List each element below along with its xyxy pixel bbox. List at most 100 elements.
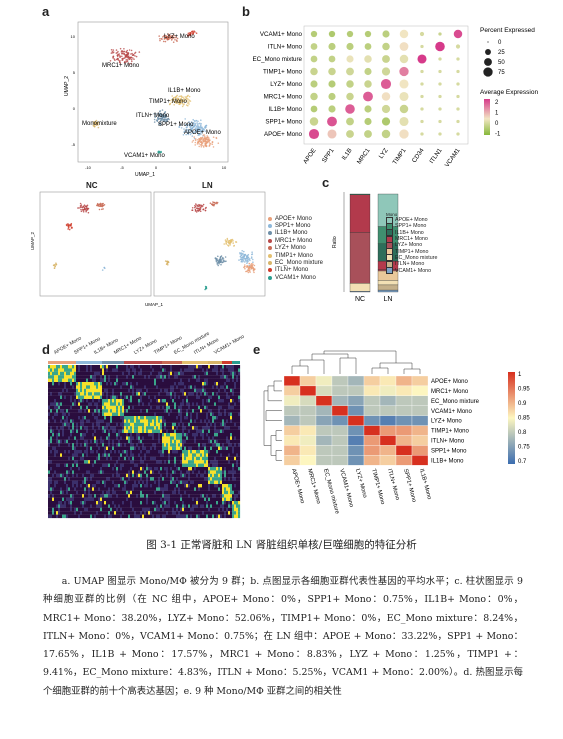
- heatmap-cell: [126, 477, 129, 481]
- heatmap-cell: [212, 412, 215, 417]
- heatmap-cell: [100, 446, 103, 451]
- heatmap-cell: [174, 453, 177, 457]
- heatmap-cell: [204, 412, 207, 417]
- heatmap-cell: [90, 368, 93, 372]
- heatmap-cell: [152, 365, 155, 369]
- heatmap-cell: [144, 450, 147, 454]
- heatmap-cell: [152, 416, 155, 420]
- heatmap-cell: [132, 480, 135, 485]
- heatmap-cell: [66, 470, 69, 474]
- heatmap-cell: [202, 453, 205, 457]
- split-umap-point: [235, 241, 237, 243]
- heatmap-cluster-bar: [208, 361, 222, 364]
- heatmap-cell: [200, 368, 203, 372]
- heatmap-cell: [84, 470, 87, 474]
- heatmap-cell: [218, 378, 221, 383]
- heatmap-cell: [232, 385, 235, 389]
- heatmap-cell: [232, 484, 235, 488]
- stacked-bar-segment: [377, 280, 399, 286]
- heatmap-cell: [134, 473, 137, 478]
- heatmap-cell: [224, 436, 227, 440]
- heatmap-cell: [112, 456, 115, 461]
- heatmap-cell: [60, 453, 63, 457]
- heatmap-cell: [70, 365, 73, 369]
- heatmap-cell: [82, 443, 85, 447]
- umap-point: [191, 31, 193, 33]
- dotplot-dot: [438, 32, 442, 36]
- heatmap-cell: [86, 463, 89, 468]
- heatmap-cell: [94, 419, 97, 423]
- heatmap-cell: [186, 433, 189, 437]
- heatmap-cell: [66, 460, 69, 464]
- heatmap-cell: [146, 385, 149, 389]
- heatmap-cell: [216, 450, 219, 454]
- heatmap-cell: [76, 395, 79, 400]
- heatmap-cell: [134, 395, 137, 400]
- heatmap-cell: [102, 365, 105, 369]
- heatmap-cell: [60, 487, 63, 491]
- umap-point: [186, 126, 188, 128]
- heatmap-cell: [212, 402, 215, 406]
- heatmap-cell: [140, 419, 143, 423]
- heatmap-cell: [134, 375, 137, 379]
- heatmap-cell: [172, 371, 175, 376]
- heatmap-cell: [100, 453, 103, 457]
- split-legend-label: VCAM1+ Mono: [275, 274, 316, 281]
- heatmap-cell: [238, 426, 241, 430]
- heatmap-cell: [72, 446, 75, 451]
- heatmap-cell: [128, 487, 131, 491]
- heatmap-cell: [50, 405, 53, 410]
- heatmap-cell: [198, 429, 201, 434]
- heatmap-cell: [64, 375, 67, 379]
- split-xlabel: UMAP_1: [145, 302, 164, 307]
- heatmap-cell: [112, 422, 115, 427]
- heatmap-cell: [238, 460, 241, 464]
- heatmap-cell: [132, 395, 135, 400]
- split-ylabel: UMAP_2: [30, 231, 35, 250]
- heatmap-cell: [106, 365, 109, 369]
- split-umap-point: [226, 239, 229, 241]
- heatmap-cell: [144, 368, 147, 372]
- heatmap-cell: [130, 371, 133, 376]
- heatmap-cell: [58, 463, 61, 468]
- dotplot-dot: [417, 54, 427, 64]
- heatmap-cell: [218, 487, 221, 491]
- heatmap-cell: [220, 470, 223, 474]
- umap-ytick: -5: [71, 142, 75, 147]
- heatmap-cell: [86, 450, 89, 454]
- heatmap-cell: [48, 487, 51, 491]
- heatmap-cell: [148, 446, 151, 451]
- heatmap-cell: [156, 409, 159, 413]
- heatmap-cell: [86, 456, 89, 461]
- heatmap-cell: [142, 388, 145, 393]
- heatmap-cell: [78, 470, 81, 474]
- heatmap-cell: [66, 385, 69, 389]
- heatmap-cell: [112, 453, 115, 457]
- heatmap-cell: [52, 494, 55, 498]
- heatmap-cell: [198, 409, 201, 413]
- heatmap-cell: [52, 484, 55, 488]
- heatmap-cell: [160, 419, 163, 423]
- heatmap-cell: [154, 487, 157, 491]
- heatmap-cell: [136, 429, 139, 434]
- heatmap-cell: [70, 409, 73, 413]
- heatmap-cell: [60, 416, 63, 420]
- bar-legend: Mono APOE+ Mono SPP1+ Mono IL1B+ Mono MRC1+ …: [386, 212, 437, 275]
- heatmap-cell: [86, 405, 89, 410]
- heatmap-cell: [210, 409, 213, 413]
- heatmap-cell: [182, 487, 185, 491]
- heatmap-cell: [104, 467, 107, 471]
- heatmap-cell: [130, 368, 133, 372]
- heatmap-cell: [158, 388, 161, 393]
- split-umap-point: [246, 262, 248, 264]
- heatmap-cell: [114, 490, 117, 495]
- heatmap-cell: [90, 365, 93, 369]
- heatmap-cell: [190, 480, 193, 485]
- heatmap-cell: [66, 422, 69, 427]
- heatmap-cell: [92, 436, 95, 440]
- heatmap-cell: [134, 382, 137, 386]
- heatmap-cell: [102, 399, 105, 403]
- heatmap-cell: [124, 433, 127, 437]
- heatmap-cell: [218, 385, 221, 389]
- heatmap-cell: [142, 409, 145, 413]
